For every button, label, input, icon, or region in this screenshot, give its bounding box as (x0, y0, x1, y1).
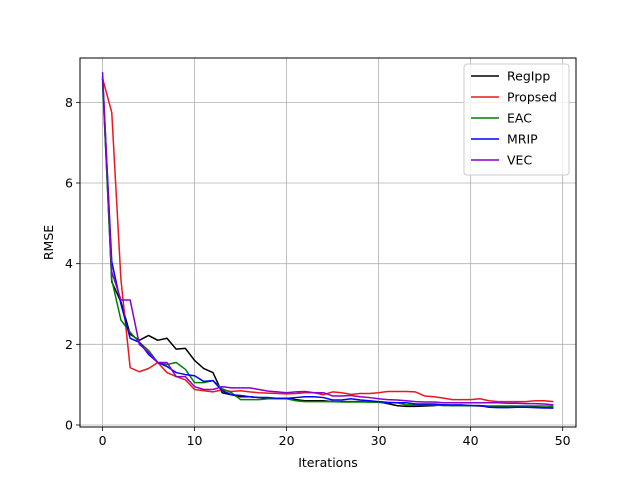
y-tick-label: 4 (65, 256, 73, 271)
x-tick-label: 50 (555, 433, 571, 448)
legend-label-regipp: RegIpp (507, 69, 550, 84)
y-tick-label: 8 (65, 95, 73, 110)
legend-label-vec: VEC (507, 153, 532, 168)
x-axis-label: Iterations (298, 455, 358, 470)
axes-frame (79, 57, 577, 428)
x-tick-label: 30 (371, 433, 387, 448)
x-tick-label: 0 (99, 433, 107, 448)
x-tick-label: 20 (279, 433, 295, 448)
x-tick-label: 10 (187, 433, 203, 448)
y-axis-label: RMSE (41, 225, 56, 260)
legend: RegIpp Propsed EAC MRIP VEC (463, 63, 570, 176)
axis-ticks: 0 10 20 30 40 50 0 2 4 6 8 (65, 95, 571, 448)
legend-label-mrip: MRIP (507, 132, 538, 147)
y-tick-label: 6 (65, 176, 73, 191)
series-line-vec (101, 72, 554, 406)
x-tick-label: 40 (463, 433, 479, 448)
y-tick-label: 0 (65, 417, 73, 432)
legend-label-eac: EAC (507, 111, 532, 126)
legend-label-propsed: Propsed (507, 90, 557, 105)
series-lines (101, 72, 554, 409)
series-line-mrip (101, 76, 554, 409)
y-tick-label: 2 (65, 337, 73, 352)
legend-box (463, 63, 570, 176)
